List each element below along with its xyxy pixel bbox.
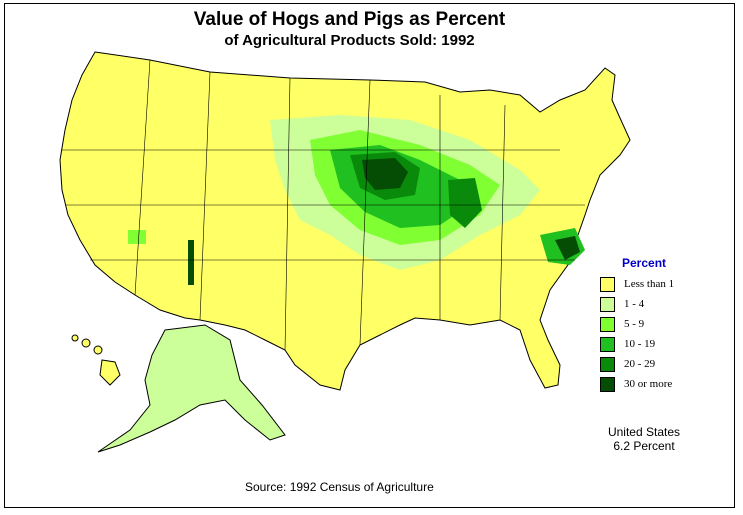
legend-label: 1 - 4 xyxy=(624,298,645,310)
map-title: Value of Hogs and Pigs as Percent xyxy=(193,9,506,30)
source-note: Source: 1992 Census of Agriculture xyxy=(245,480,434,494)
iowa-peak xyxy=(362,158,408,190)
new-mexico-peak xyxy=(188,240,194,285)
hawaii-shape xyxy=(71,334,121,386)
legend-swatch xyxy=(600,317,615,332)
legend-label: 20 - 29 xyxy=(624,358,656,370)
legend-label: 10 - 19 xyxy=(624,338,656,350)
national-label: United States xyxy=(607,425,681,439)
legend-swatch xyxy=(600,297,615,312)
legend-label: Less than 1 xyxy=(624,278,675,290)
legend-swatch xyxy=(600,357,615,372)
indiana-high xyxy=(448,178,482,228)
legend-swatch xyxy=(600,337,615,352)
alaska-shape xyxy=(97,324,286,453)
legend-swatch xyxy=(600,277,615,292)
north-carolina-core xyxy=(555,236,580,260)
legend-swatch xyxy=(600,377,615,392)
legend-title: Percent xyxy=(622,256,667,270)
arizona-accent xyxy=(128,230,146,244)
national-value: 6.2 Percent xyxy=(613,439,675,453)
state-boundaries xyxy=(62,59,585,351)
map-subtitle: of Agricultural Products Sold: 1992 xyxy=(224,32,475,49)
legend-label: 30 or more xyxy=(624,378,673,390)
legend-label: 5 - 9 xyxy=(624,318,645,330)
